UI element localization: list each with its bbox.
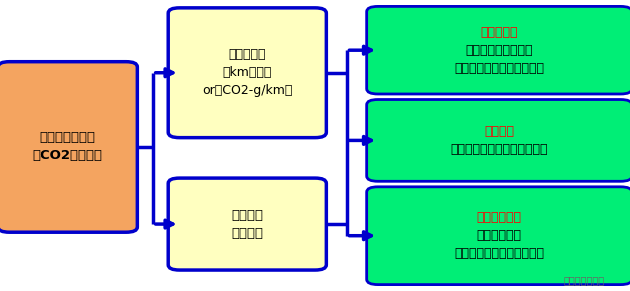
FancyBboxPatch shape <box>367 100 630 181</box>
Text: （タイヤ、燃料等も含む）: （タイヤ、燃料等も含む） <box>454 62 544 75</box>
FancyBboxPatch shape <box>367 187 630 285</box>
Text: （CO2排出）量: （CO2排出）量 <box>33 150 103 162</box>
Text: クルマ要因: クルマ要因 <box>481 26 518 39</box>
Text: 実走行燃費: 実走行燃費 <box>229 48 266 61</box>
Text: （ｋｍ）: （ｋｍ） <box>231 227 263 239</box>
Text: 公共交通のサービス水準等: 公共交通のサービス水準等 <box>454 247 544 260</box>
FancyBboxPatch shape <box>367 6 630 94</box>
Text: 自動車の燃費性能、: 自動車の燃費性能、 <box>466 44 533 57</box>
Text: ヒト要因: ヒト要因 <box>484 125 514 138</box>
Text: インフラ要因: インフラ要因 <box>477 211 522 224</box>
Text: 道路の渋滞、: 道路の渋滞、 <box>477 229 522 242</box>
Text: or（CO2-g/km）: or（CO2-g/km） <box>202 84 292 97</box>
FancyBboxPatch shape <box>0 62 137 232</box>
Text: （km／㍑）: （km／㍑） <box>222 66 272 79</box>
Text: 運転の仕方、クルマの使い方: 運転の仕方、クルマの使い方 <box>450 143 548 156</box>
FancyBboxPatch shape <box>168 178 326 270</box>
FancyBboxPatch shape <box>168 8 326 138</box>
Text: 出典：筆者作成: 出典：筆者作成 <box>564 275 605 285</box>
Text: 走行距離: 走行距離 <box>231 209 263 221</box>
Text: エネルギー消費: エネルギー消費 <box>40 132 96 144</box>
